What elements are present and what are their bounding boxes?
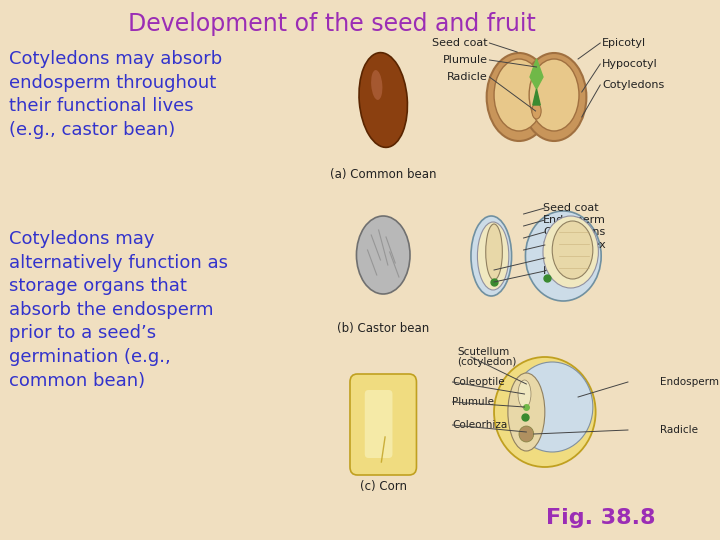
Text: Seed coat: Seed coat	[432, 38, 487, 48]
Ellipse shape	[471, 216, 512, 296]
Ellipse shape	[494, 59, 544, 131]
Polygon shape	[533, 89, 540, 105]
Ellipse shape	[529, 59, 579, 131]
Ellipse shape	[486, 224, 503, 280]
Text: Endosperm: Endosperm	[543, 215, 606, 225]
FancyBboxPatch shape	[350, 374, 416, 475]
Text: (cotyledon): (cotyledon)	[457, 357, 516, 367]
Ellipse shape	[512, 362, 593, 452]
Text: (a) Common bean: (a) Common bean	[330, 168, 436, 181]
Ellipse shape	[356, 216, 410, 294]
Ellipse shape	[522, 53, 586, 141]
FancyBboxPatch shape	[365, 390, 392, 458]
Text: Plumule: Plumule	[443, 55, 487, 65]
Polygon shape	[530, 59, 543, 89]
Ellipse shape	[508, 373, 545, 451]
Text: (c) Corn: (c) Corn	[360, 480, 407, 493]
Text: Fig. 38.8: Fig. 38.8	[546, 508, 656, 528]
Text: Plumule: Plumule	[452, 397, 495, 407]
Text: Cotyledons may absorb
endosperm throughout
their functional lives
(e.g., castor : Cotyledons may absorb endosperm througho…	[9, 50, 222, 139]
Ellipse shape	[494, 357, 595, 467]
Text: Coleorhiza: Coleorhiza	[452, 420, 508, 430]
Ellipse shape	[359, 52, 408, 147]
Text: Development of the seed and fruit: Development of the seed and fruit	[128, 12, 536, 36]
Text: Cotyledons: Cotyledons	[543, 227, 606, 237]
Text: Shoot apex: Shoot apex	[543, 240, 606, 250]
Text: Radicle: Radicle	[543, 266, 584, 276]
Ellipse shape	[543, 216, 598, 288]
Ellipse shape	[518, 380, 531, 408]
Text: Seed coat: Seed coat	[543, 203, 598, 213]
Text: Hypocotyl: Hypocotyl	[543, 253, 599, 263]
Ellipse shape	[477, 222, 509, 290]
Text: (b) Castor bean: (b) Castor bean	[337, 322, 429, 335]
Ellipse shape	[487, 53, 552, 141]
Ellipse shape	[519, 426, 534, 442]
Text: Hypocotyl: Hypocotyl	[602, 59, 658, 69]
Ellipse shape	[371, 70, 382, 100]
Text: Radicle: Radicle	[447, 72, 487, 82]
Ellipse shape	[526, 211, 601, 301]
Text: Scutellum: Scutellum	[457, 347, 509, 357]
Text: Cotyledons: Cotyledons	[602, 80, 665, 90]
Text: Epicotyl: Epicotyl	[602, 38, 647, 48]
Text: Endosperm: Endosperm	[660, 377, 719, 387]
Ellipse shape	[552, 221, 593, 279]
Text: Radicle: Radicle	[660, 425, 698, 435]
Text: Cotyledons may
alternatively function as
storage organs that
absorb the endosper: Cotyledons may alternatively function as…	[9, 230, 228, 389]
Text: Coleoptile: Coleoptile	[452, 377, 505, 387]
Ellipse shape	[532, 103, 541, 119]
